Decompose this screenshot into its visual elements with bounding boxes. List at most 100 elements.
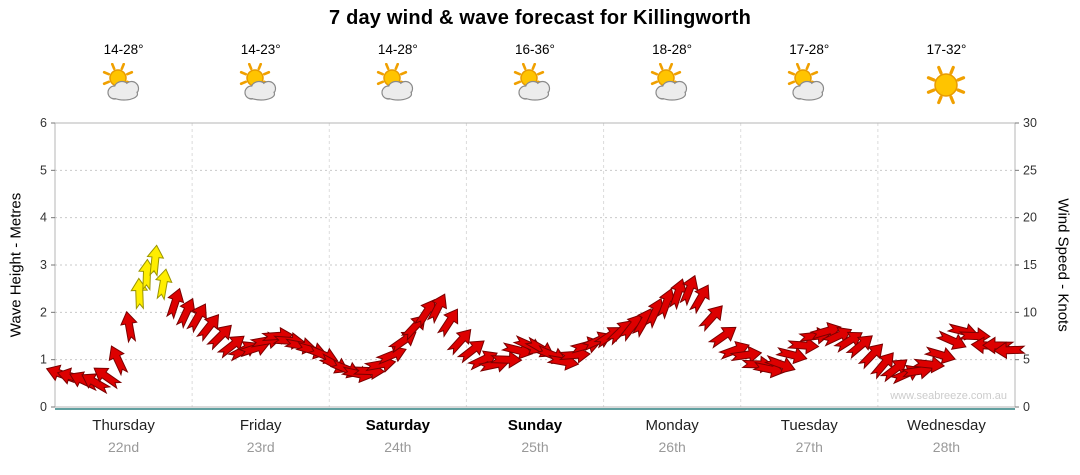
sun-ray bbox=[384, 63, 390, 71]
watermark: www.seabreeze.com.au bbox=[889, 390, 1007, 402]
sun-ray bbox=[247, 63, 253, 71]
wind-arrow bbox=[108, 345, 129, 377]
wind-arrow bbox=[775, 346, 808, 365]
sun-ray bbox=[257, 63, 262, 71]
wind-arrow bbox=[857, 343, 884, 370]
sun-ray bbox=[650, 70, 659, 76]
wind-arrow bbox=[845, 335, 873, 360]
sun-ray bbox=[659, 63, 664, 71]
wind-arrow bbox=[186, 303, 207, 334]
day-header: 17-32° bbox=[878, 42, 1015, 114]
wind-arrow bbox=[436, 308, 459, 338]
left-tick-label: 0 bbox=[40, 400, 47, 414]
cloud bbox=[106, 80, 139, 101]
sun-ray bbox=[239, 80, 247, 86]
day-header: 14-23° bbox=[192, 42, 329, 114]
day-date: 28th bbox=[932, 439, 961, 455]
day-label: Tuesday 27th bbox=[741, 417, 878, 455]
day-date: 26th bbox=[658, 439, 686, 455]
day-label: Sunday 25th bbox=[466, 417, 603, 455]
day-date: 22nd bbox=[107, 439, 140, 455]
sun-ray bbox=[262, 70, 270, 76]
wind-arrow bbox=[763, 355, 796, 374]
temp-range: 16-36° bbox=[515, 42, 555, 57]
cloud bbox=[518, 80, 551, 101]
wind-arrow bbox=[175, 297, 196, 329]
sun-ray bbox=[650, 80, 659, 86]
day-name: Tuesday bbox=[780, 417, 838, 434]
day-name: Saturday bbox=[365, 417, 430, 434]
sun-ray bbox=[110, 63, 116, 71]
sun-ray bbox=[102, 70, 110, 76]
left-tick-label: 2 bbox=[40, 305, 47, 319]
sun-cloud-icon bbox=[513, 63, 551, 101]
wind-arrow bbox=[196, 314, 220, 342]
wind-arrow bbox=[206, 324, 232, 351]
sun-cloud-icon bbox=[239, 63, 276, 101]
wind-arrow bbox=[446, 328, 472, 356]
sun-ray bbox=[513, 70, 522, 76]
right-tick-label: 10 bbox=[1023, 305, 1037, 319]
wind-arrow bbox=[869, 352, 894, 380]
temp-range: 18-28° bbox=[652, 42, 693, 57]
sun-ray bbox=[531, 63, 537, 71]
day-date: 24th bbox=[384, 439, 412, 455]
temp-range: 14-23° bbox=[240, 42, 281, 57]
wind-arrow bbox=[912, 355, 946, 374]
wind-arrow bbox=[679, 274, 699, 307]
day-date: 25th bbox=[521, 439, 549, 455]
day-name: Wednesday bbox=[906, 417, 986, 434]
sun-ray bbox=[521, 63, 527, 71]
sun-ray bbox=[668, 63, 674, 71]
wind-arrow bbox=[146, 244, 165, 278]
sun-ray bbox=[805, 63, 811, 71]
sun-ray bbox=[788, 80, 796, 86]
wind-arrow bbox=[981, 336, 1015, 355]
cloud bbox=[792, 80, 825, 101]
wind-arrow bbox=[707, 326, 737, 349]
sun-ray bbox=[376, 70, 384, 76]
left-tick-label: 4 bbox=[40, 211, 47, 225]
right-tick-label: 20 bbox=[1023, 211, 1037, 225]
day-label: Thursday 22nd bbox=[55, 417, 192, 455]
sun-ray bbox=[399, 70, 408, 76]
sun-ray bbox=[956, 88, 966, 94]
left-tick-label: 6 bbox=[40, 116, 47, 130]
temp-range: 14-28° bbox=[103, 42, 144, 57]
day-label: Monday 26th bbox=[604, 417, 741, 455]
wind-arrow bbox=[923, 346, 956, 365]
right-tick-label: 0 bbox=[1023, 400, 1030, 414]
sun-ray bbox=[788, 70, 796, 76]
wind-arrow bbox=[456, 340, 485, 364]
sun-ray bbox=[949, 95, 956, 105]
cloud bbox=[381, 80, 413, 101]
sun-ray bbox=[796, 63, 801, 71]
sun-ray bbox=[125, 70, 133, 76]
wind-arrow bbox=[698, 305, 723, 332]
wind-arrow bbox=[688, 284, 710, 315]
wind-arrow bbox=[166, 287, 185, 320]
right-tick-label: 5 bbox=[1023, 353, 1030, 367]
sun-ray bbox=[376, 80, 384, 86]
day-header: 14-28° bbox=[329, 42, 466, 114]
day-header: 17-28° bbox=[741, 42, 878, 114]
left-tick-label: 3 bbox=[40, 258, 47, 272]
sun-ray bbox=[394, 63, 399, 71]
sun-ray bbox=[239, 70, 247, 76]
sun-ray bbox=[937, 95, 944, 105]
chart-title: 7 day wind & wave forecast for Killingwo… bbox=[328, 7, 751, 29]
sun-disc bbox=[934, 73, 959, 97]
wind-arrow bbox=[120, 310, 138, 344]
left-tick-label: 5 bbox=[40, 163, 47, 177]
right-tick-label: 15 bbox=[1023, 258, 1037, 272]
sun-cloud-icon bbox=[102, 63, 139, 101]
wind-arrow bbox=[81, 373, 112, 395]
sun-cloud-icon bbox=[376, 63, 413, 101]
wind-arrow bbox=[154, 268, 173, 301]
sun-cloud-icon bbox=[650, 63, 688, 101]
sun-ray bbox=[102, 80, 110, 86]
day-label: Friday 23rd bbox=[192, 417, 329, 455]
wind-arrow bbox=[935, 330, 967, 350]
sun-ray bbox=[536, 70, 545, 76]
cloud bbox=[244, 80, 276, 101]
